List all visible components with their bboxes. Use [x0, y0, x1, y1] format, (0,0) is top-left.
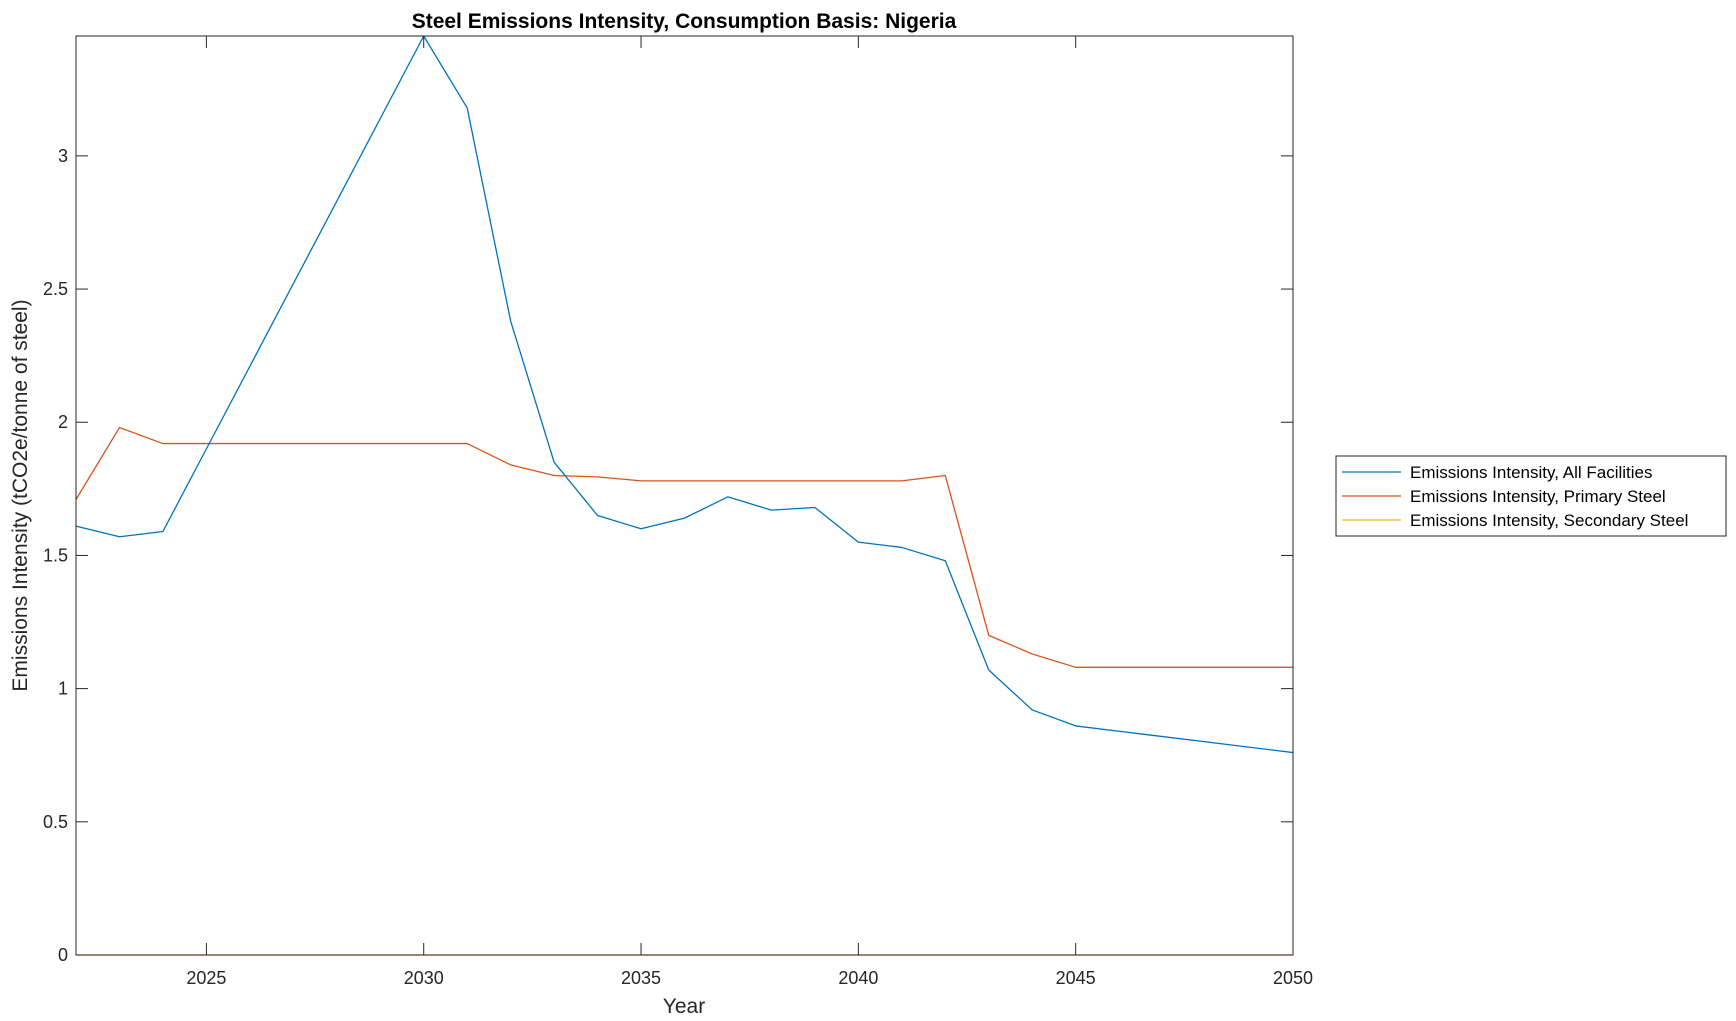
legend: Emissions Intensity, All Facilities Emis… — [1335, 455, 1727, 537]
x-tick-label: 2040 — [838, 968, 878, 988]
y-tick-label: 1.5 — [43, 545, 68, 565]
legend-label-secondary-steel: Emissions Intensity, Secondary Steel — [1410, 511, 1688, 530]
y-tick-label: 3 — [58, 146, 68, 166]
x-tick-label: 2050 — [1273, 968, 1313, 988]
y-tick-label: 0.5 — [43, 812, 68, 832]
series-line-all-facilities — [75, 35, 1294, 754]
y-tick-label: 2 — [58, 412, 68, 432]
x-tick-label: 2025 — [186, 968, 226, 988]
plot-area — [76, 36, 1293, 955]
axes-box — [75, 35, 1294, 956]
series-line-primary-steel — [75, 426, 1293, 668]
chart-title: Steel Emissions Intensity, Consumption B… — [412, 10, 957, 33]
y-tick-label: 2.5 — [43, 279, 68, 299]
x-tick-label: 2045 — [1056, 968, 1096, 988]
x-tick-label: 2030 — [404, 968, 444, 988]
x-axis-label: Year — [663, 995, 705, 1018]
legend-label-primary-steel: Emissions Intensity, Primary Steel — [1410, 487, 1666, 506]
x-tick-label: 2035 — [621, 968, 661, 988]
y-axis-label: Emissions Intensity (tCO2e/tonne of stee… — [9, 299, 32, 691]
y-tick-label: 0 — [58, 945, 68, 965]
tick-layer: 2025 2030 2035 2040 2045 2050 0 0.5 1 1.5 2 2.5 3 — [43, 36, 1313, 988]
legend-label-all-facilities: Emissions Intensity, All Facilities — [1410, 463, 1652, 482]
y-tick-label: 1 — [58, 679, 68, 699]
